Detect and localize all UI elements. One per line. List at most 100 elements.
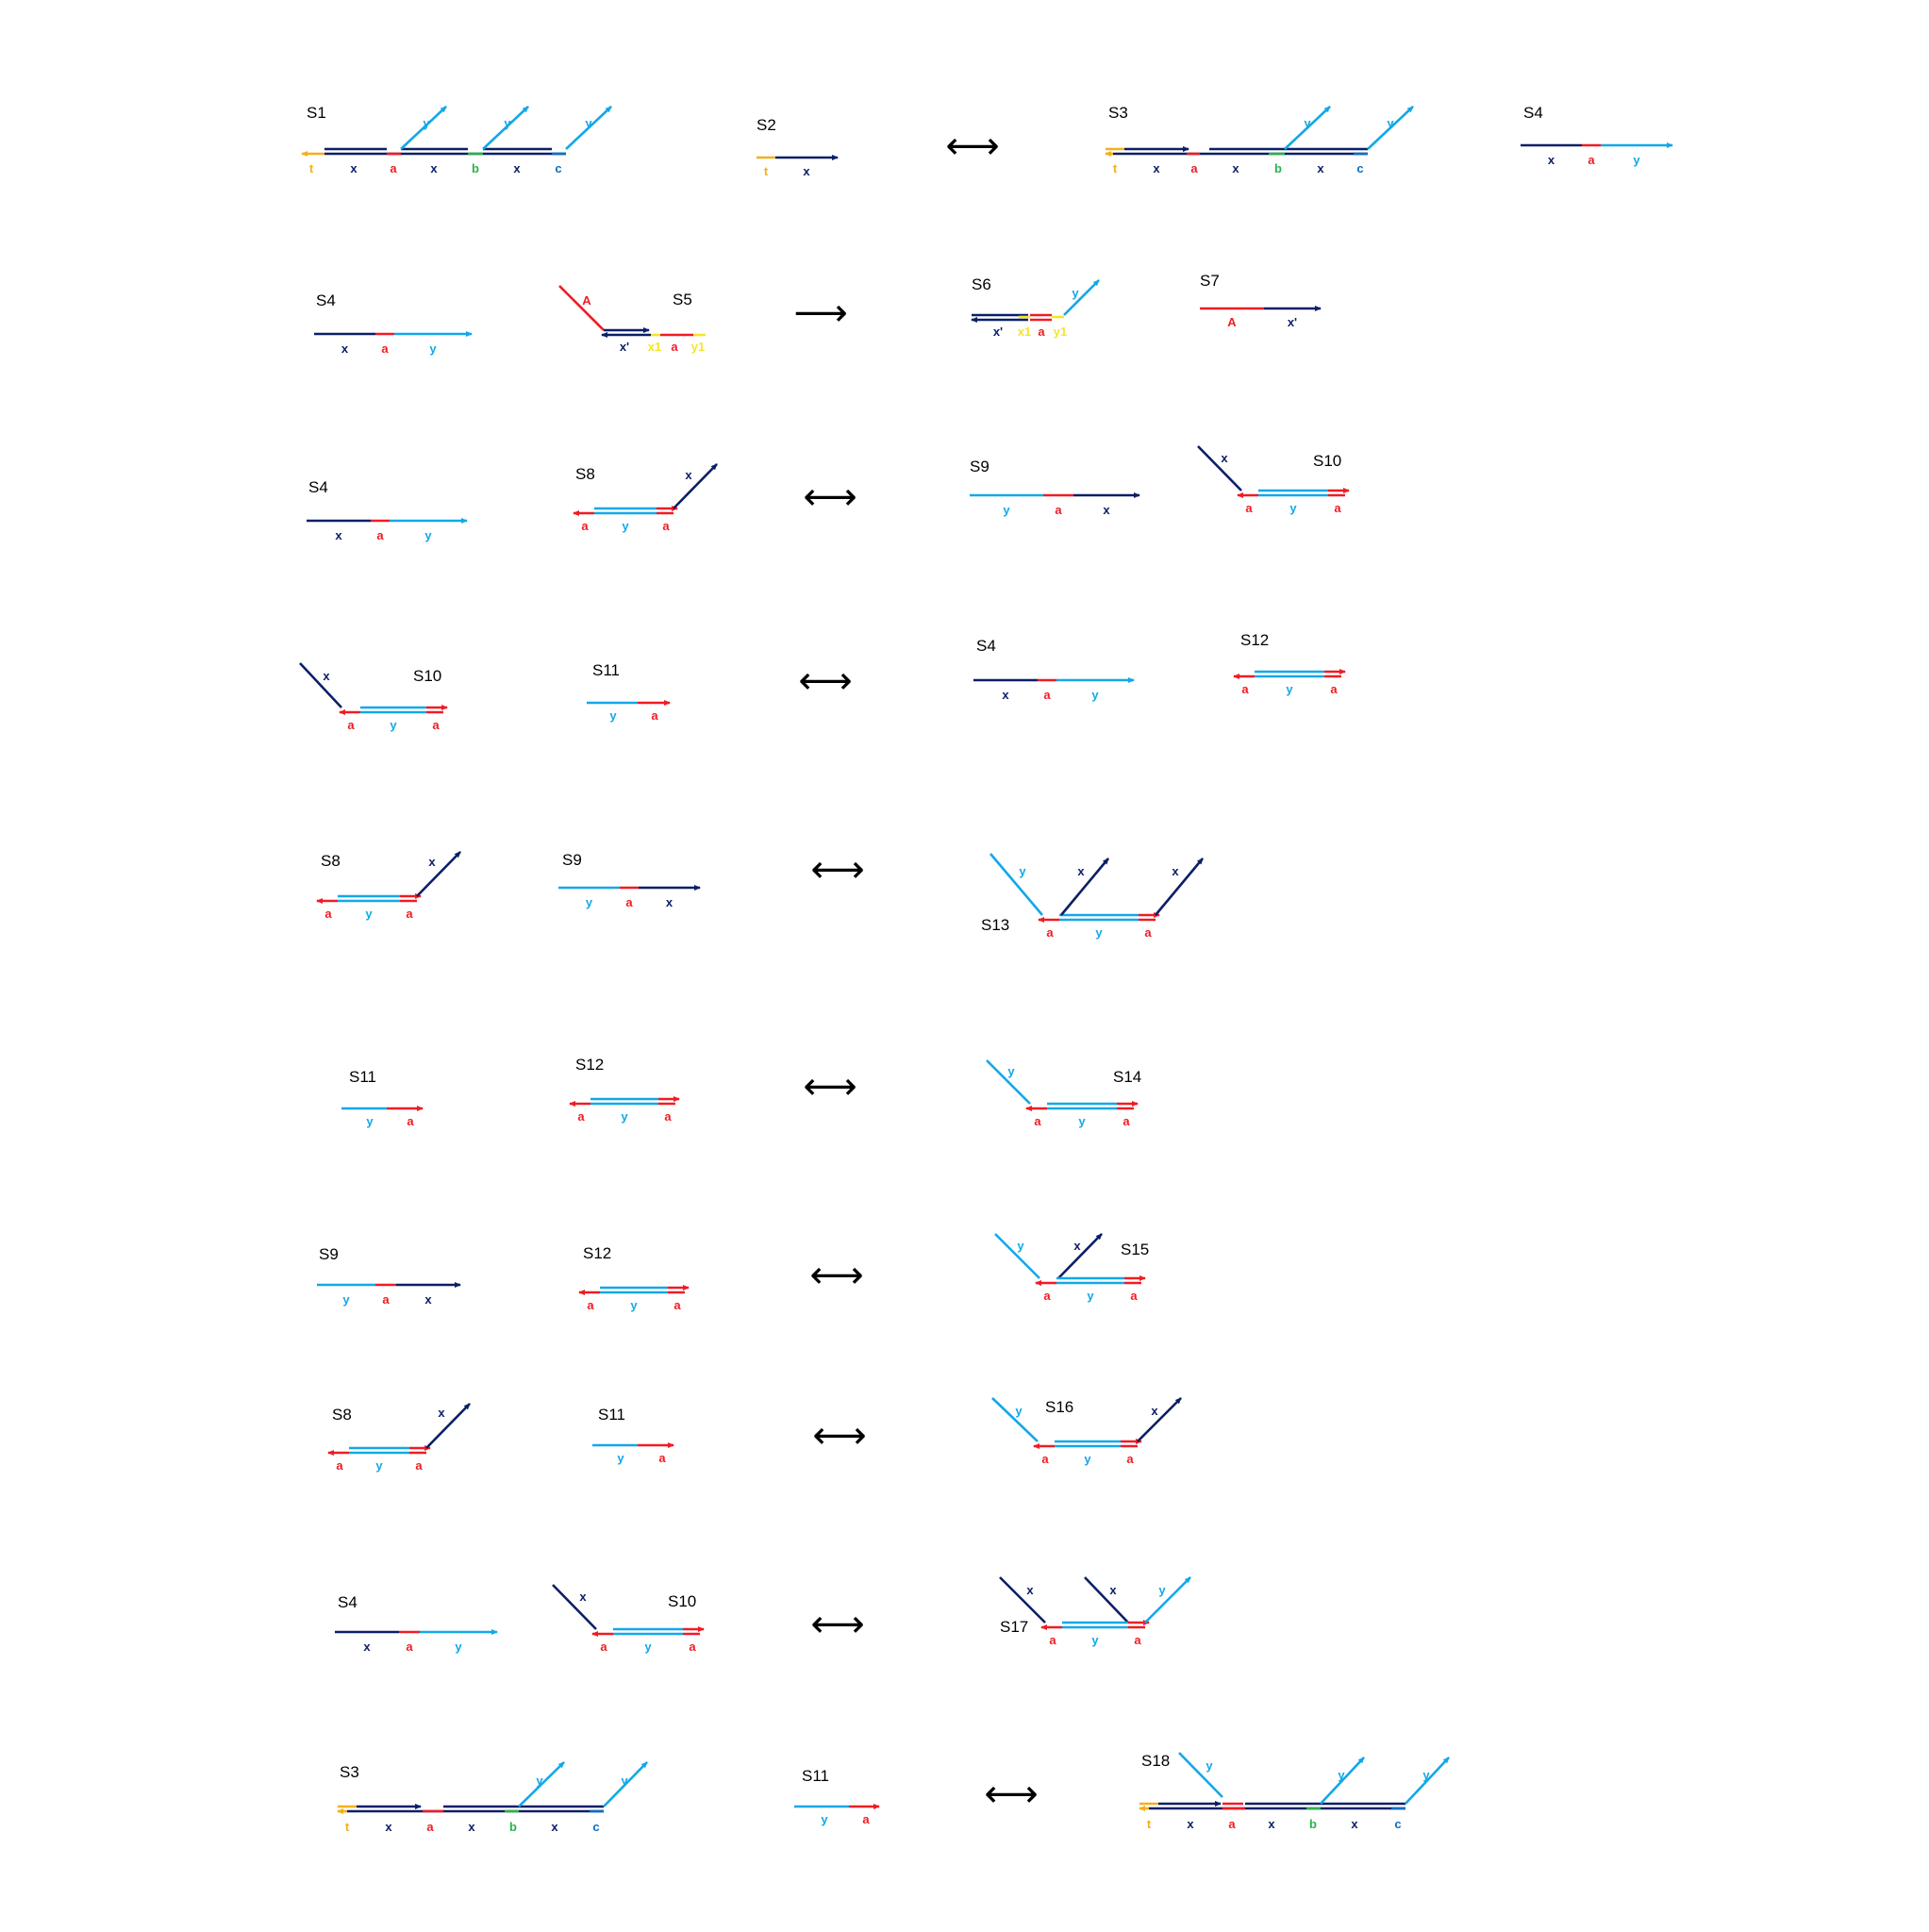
domain-label: a [600,1640,607,1654]
domain-label: a [347,718,355,732]
domain-label: y [1072,286,1079,300]
domain-label: x [430,161,438,175]
s18-y1 [1320,1757,1365,1805]
domain-label: a [581,519,589,533]
strand-lines [299,106,1673,1814]
domain-label: b [472,161,479,175]
domain-label: x [513,161,521,175]
s15-y [994,1233,1040,1279]
domain-label: y [536,1774,543,1788]
domain-label: t [1113,161,1118,175]
s10-x [1197,445,1242,491]
domain-label: x [1232,161,1239,175]
domain-label: y [366,1114,374,1128]
reversible-arrow: ⟷ [945,125,999,167]
domain-label: y [1422,1768,1430,1782]
domain-label: a [390,161,397,175]
domain-label: y [1084,1452,1091,1466]
domain-label: y [617,1451,624,1465]
domain-label: t [1147,1817,1152,1831]
domain-label: x [1077,864,1085,878]
s6-y [1063,279,1100,316]
reversible-arrow: ⟷ [984,1774,1038,1815]
domain-label: a [625,895,633,909]
domain-label: y [342,1292,350,1307]
domain-label: a [407,1114,414,1128]
domain-label: y [375,1458,383,1473]
reversible-arrow: ⟷ [798,660,852,702]
species-label-s10: S10 [668,1592,696,1610]
reversible-arrow: ⟷ [810,1604,864,1645]
domain-label: x [424,1292,432,1307]
domain-label: x [1026,1583,1034,1597]
domain-label: y [1289,501,1297,515]
domain-label: a [862,1812,870,1826]
domain-label: x [323,669,330,683]
domain-label: y1 [1054,325,1067,339]
domain-label: x [350,161,358,175]
species-label-s6: S6 [972,275,991,293]
domain-label: y [1095,925,1103,940]
domain-label: y [390,718,397,732]
domain-label: x' [620,340,629,354]
s14-y [986,1059,1031,1105]
domain-label: a [1034,1114,1041,1128]
domain-label: y [1017,1239,1024,1253]
domain-label: y [1304,116,1311,130]
species-label-s11: S11 [592,661,620,679]
domain-label: b [1274,161,1282,175]
s16-x [1137,1397,1182,1442]
species-label-s12: S12 [1240,631,1269,649]
domain-label: y [1087,1289,1094,1303]
domain-label: x [551,1820,558,1834]
species-label-s5: S5 [673,291,692,308]
s8b-x [416,851,461,897]
species-label-s11: S11 [349,1068,376,1086]
domain-label: y [1015,1404,1023,1418]
s3-y1 [1284,106,1331,150]
domain-label: y [1003,503,1010,517]
domain-label: x [428,855,436,869]
domain-label: y [621,1774,628,1788]
s1-y2 [482,106,529,150]
domain-label: y [622,519,629,533]
domain-label: a [689,1640,696,1654]
domain-label: a [432,718,440,732]
species-label-s18: S18 [1141,1752,1170,1770]
domain-label: y [1338,1768,1345,1782]
domain-label: a [1588,153,1595,167]
domain-label: y [585,116,592,130]
s18-y2 [1405,1757,1450,1805]
species-label-s1: S1 [307,104,326,122]
domain-label: a [673,1298,681,1312]
species-label-s17: S17 [1000,1618,1028,1636]
domain-label: x [1548,153,1555,167]
domain-label: a [1245,501,1253,515]
domain-label: y [609,708,617,723]
domain-label: x [1351,1817,1358,1831]
s13-y [989,853,1043,916]
species-label-s11: S11 [598,1406,625,1424]
s10b-x [299,662,342,708]
reversible-arrow: ⟷ [810,849,864,891]
species-label-s4: S4 [308,478,328,496]
domain-label: y [644,1640,652,1654]
s17-y [1144,1576,1191,1624]
domain-label: x [579,1590,587,1604]
species-label-s16: S16 [1045,1398,1073,1416]
domain-label: a [1046,925,1054,940]
species-label-s11: S11 [802,1767,829,1785]
domain-label: x [1151,1404,1158,1418]
species-label-s14: S14 [1113,1068,1141,1086]
domain-label: a [1334,501,1341,515]
domain-label: y [429,341,437,356]
domain-label: t [764,164,769,178]
domain-label: y [1633,153,1640,167]
domain-label: x [1103,503,1110,517]
domain-label: a [664,1109,672,1124]
domain-label: y [1387,116,1394,130]
s8c-x [425,1403,471,1449]
domain-label: x [335,528,342,542]
domain-label: a [671,340,678,354]
species-label-s4: S4 [1523,104,1543,122]
